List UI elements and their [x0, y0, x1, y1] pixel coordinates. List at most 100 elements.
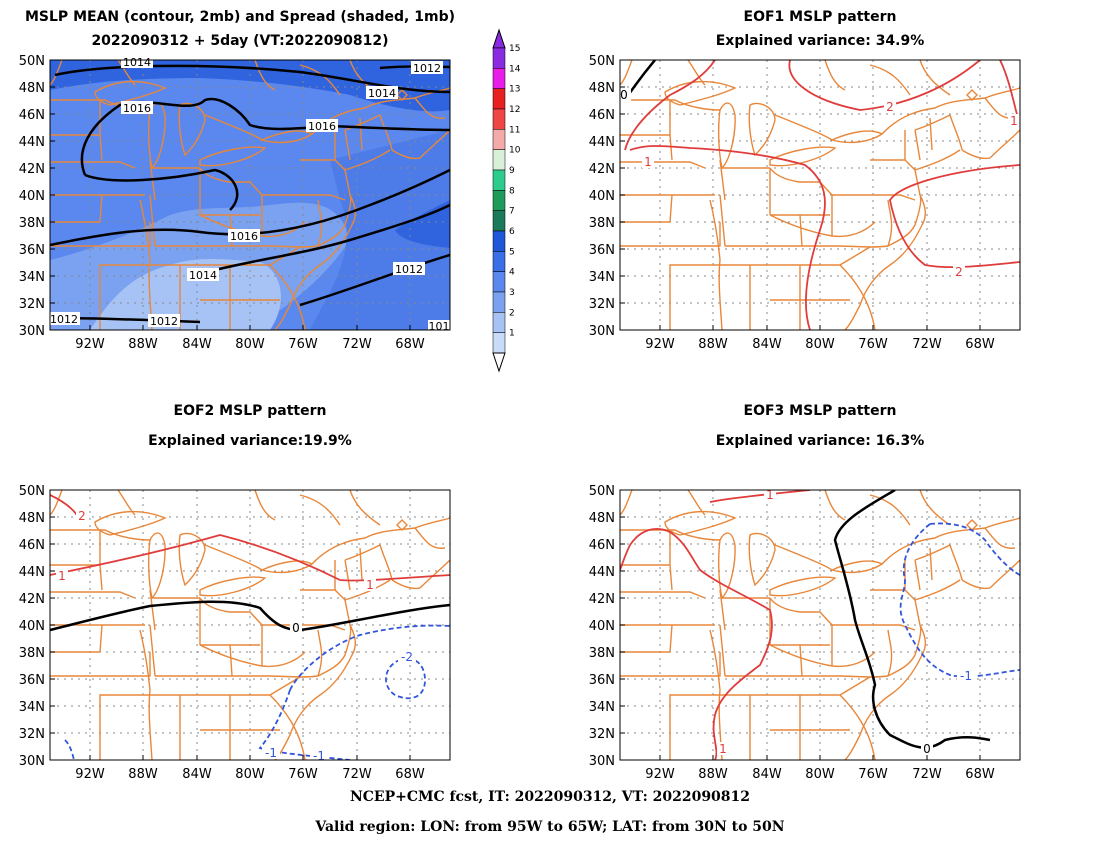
- contour-label: 1012: [150, 315, 178, 328]
- footer-forecast-info: NCEP+CMC fcst, IT: 2022090312, VT: 20220…: [349, 789, 751, 805]
- contour-label: 1: [766, 488, 774, 502]
- contour-label: 1016: [230, 230, 258, 243]
- lat-label: 38N: [589, 646, 615, 661]
- lat-label: 48N: [589, 81, 615, 96]
- contour-label: 1: [644, 155, 652, 169]
- eof3-lat-labels: 50N 48N 46N 44N 42N 40N 38N 36N 34N 32N 30N: [589, 484, 625, 769]
- lon-label: 80W: [235, 337, 265, 352]
- contour-label: 0: [292, 621, 300, 635]
- lon-label: 92W: [645, 337, 675, 352]
- lat-label: 46N: [589, 538, 615, 553]
- eof3-contour-positive-1-north: [709, 490, 811, 503]
- lon-label: 72W: [342, 767, 372, 782]
- lat-label: 42N: [19, 592, 45, 607]
- mean-map-panel: 1014 1012 1014 1016 1016 1016 1014 1012 …: [19, 54, 451, 352]
- contour-label: 1016: [308, 120, 336, 133]
- colorbar-segment: [492, 230, 506, 252]
- lat-label: 48N: [589, 511, 615, 526]
- colorbar-label: 3: [509, 288, 515, 298]
- lat-label: 50N: [19, 484, 45, 499]
- lon-label: 88W: [128, 767, 158, 782]
- lat-label: 40N: [19, 619, 45, 634]
- contour-label: 0: [923, 742, 931, 756]
- colorbar-segment: [492, 169, 506, 191]
- lat-label: 44N: [19, 565, 45, 580]
- lon-label: 84W: [752, 337, 782, 352]
- lon-label: 80W: [235, 767, 265, 782]
- colorbar-label: 12: [509, 105, 520, 115]
- eof1-contour-positive-2-south: [889, 164, 1020, 269]
- spread-shading-2mb: [90, 258, 281, 330]
- lat-label: 50N: [589, 484, 615, 499]
- eof1-lat-labels: 50N 48N 46N 44N 42N 40N 38N 36N 34N 32N 30N: [589, 54, 625, 339]
- colorbar-segment: [492, 47, 506, 69]
- lat-label: 30N: [19, 324, 45, 339]
- lon-label: 92W: [75, 337, 105, 352]
- eof2-contour-negative-2: [385, 657, 426, 700]
- lon-label: 84W: [752, 767, 782, 782]
- lat-label: 48N: [19, 511, 45, 526]
- contour-label: 2: [955, 265, 963, 279]
- eof3-title-line2: Explained variance: 16.3%: [715, 433, 925, 449]
- colorbar-label: 2: [509, 308, 515, 318]
- eof1-contour-positive-2-north: [788, 60, 981, 111]
- lat-label: 34N: [589, 270, 615, 285]
- eof1-lon-labels: 92W 88W 84W 80W 76W 72W 68W: [645, 325, 995, 352]
- lat-label: 42N: [589, 162, 615, 177]
- lon-label: 68W: [395, 337, 425, 352]
- contour-label: -1: [960, 669, 972, 683]
- lat-label: 50N: [19, 54, 45, 69]
- lon-label: 68W: [965, 767, 995, 782]
- contour-label: 2: [78, 509, 86, 523]
- colorbar-label: 5: [509, 247, 515, 257]
- contour-label: 1014: [368, 87, 396, 100]
- lon-label: 80W: [805, 337, 835, 352]
- contour-label: 1: [1010, 114, 1018, 128]
- contour-label: 101: [429, 320, 450, 333]
- isobar-1014-south: [194, 203, 450, 277]
- colorbar-label: 7: [509, 207, 515, 217]
- colorbar-segment: [492, 332, 506, 354]
- eof1-title-line2: Explained variance: 34.9%: [715, 33, 925, 49]
- colorbar-label: 15: [509, 44, 520, 54]
- contour-label: 1: [719, 742, 727, 756]
- contour-label: 1: [58, 569, 66, 583]
- colorbar-segment: [492, 88, 506, 110]
- eof2-contour-negative-1: [258, 624, 450, 760]
- colorbar-label: 9: [509, 166, 515, 176]
- eof2-title-line2: Explained variance:19.9%: [148, 433, 352, 449]
- lat-label: 44N: [19, 135, 45, 150]
- lat-label: 48N: [19, 81, 45, 96]
- colorbar-label: 6: [509, 227, 515, 237]
- lon-label: 92W: [75, 767, 105, 782]
- lat-label: 36N: [589, 243, 615, 258]
- lat-label: 32N: [19, 297, 45, 312]
- contour-label: 2: [886, 100, 894, 114]
- contour-label: 1014: [189, 269, 217, 282]
- eof3-contour-positive-1-west: [620, 544, 631, 571]
- lon-label: 80W: [805, 767, 835, 782]
- lon-label: 84W: [182, 337, 212, 352]
- lat-label: 44N: [589, 565, 615, 580]
- contour-label: 1012: [395, 263, 423, 276]
- lon-label: 88W: [698, 767, 728, 782]
- lon-label: 76W: [858, 337, 888, 352]
- lon-label: 76W: [858, 767, 888, 782]
- colorbar-label: 4: [509, 268, 515, 278]
- eof2-title-line1: EOF2 MSLP pattern: [173, 403, 327, 419]
- colorbar-label: 13: [509, 85, 520, 95]
- eof2-contour-negative-1-west: [64, 739, 75, 760]
- lat-label: 36N: [19, 243, 45, 258]
- colorbar-segment: [492, 68, 506, 89]
- lat-label: 46N: [19, 538, 45, 553]
- colorbar-segment: [492, 251, 506, 272]
- lat-label: 38N: [19, 646, 45, 661]
- lat-label: 34N: [589, 700, 615, 715]
- lon-label: 72W: [912, 767, 942, 782]
- isobar-1016-loop: [84, 168, 239, 211]
- lon-label: 92W: [645, 767, 675, 782]
- lat-label: 38N: [589, 216, 615, 231]
- colorbar-label: 14: [509, 64, 521, 74]
- eof1-contour-positive-1: [629, 145, 826, 330]
- eof2-contour-zero: [50, 600, 450, 632]
